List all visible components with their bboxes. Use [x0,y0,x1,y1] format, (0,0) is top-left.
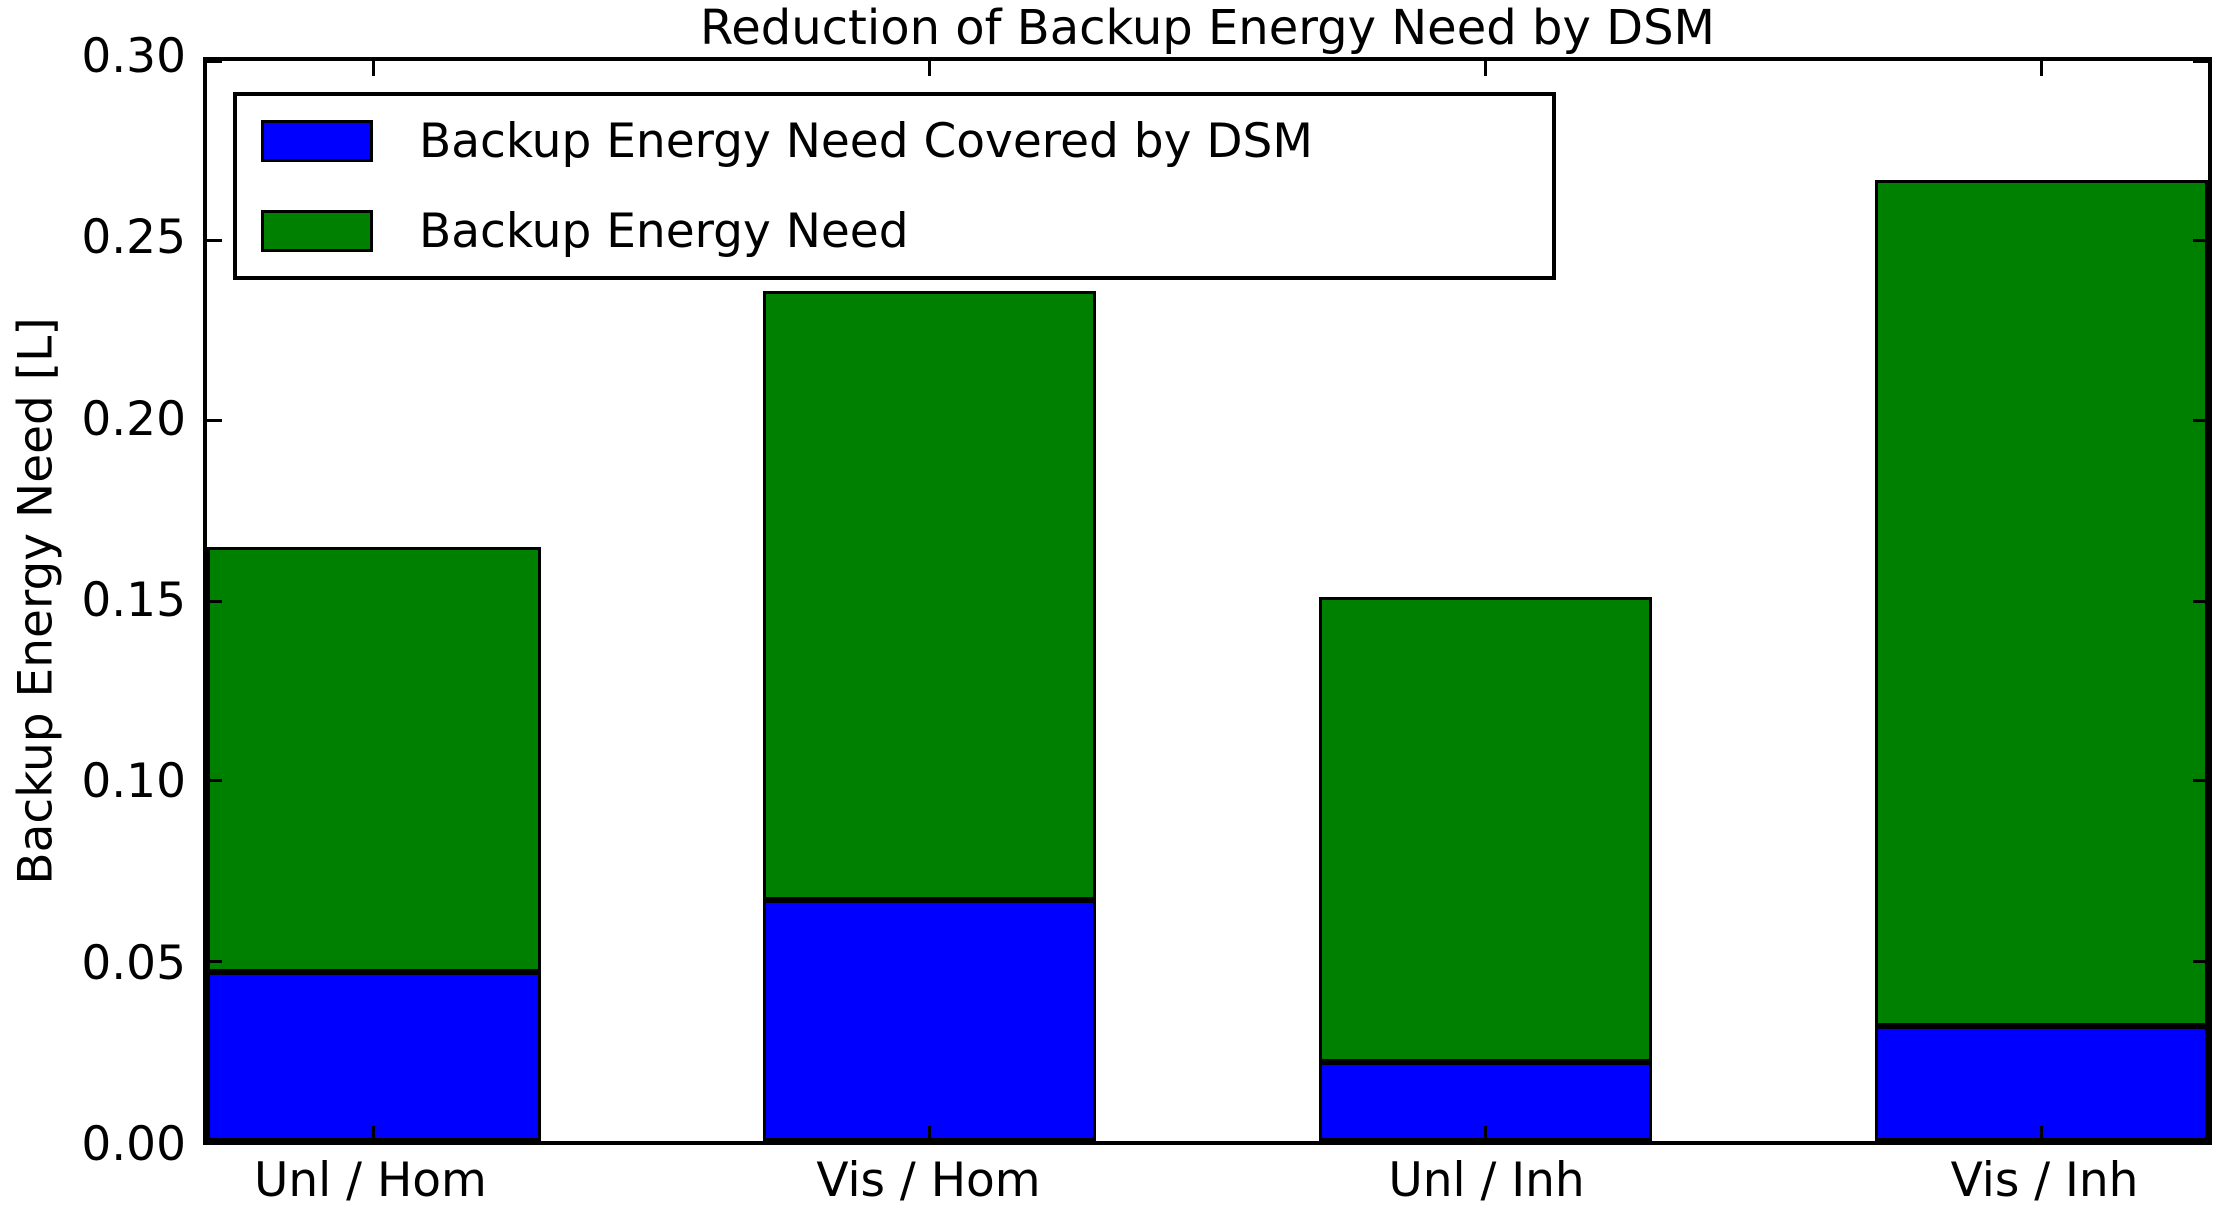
legend-swatch-green [261,210,373,252]
ytick-right [2193,59,2208,63]
bar-unl-hom-backup-energy-need-covered-by-dsm [207,971,541,1141]
ytick-left [207,1139,222,1143]
xtick-top [2039,61,2043,76]
xtick-top [928,61,932,76]
ytick-label-0.10: 0.10 [81,754,186,810]
ytick-label-0.00: 0.00 [81,1117,186,1172]
xtick-bottom [2039,1126,2043,1141]
ytick-label-0.25: 0.25 [81,210,186,266]
xtick-label-vis-hom: Vis / Hom [816,1153,1041,1208]
ytick-left [207,959,222,963]
bar-vis-inh-backup-energy-need [1874,179,2208,1026]
xtick-bottom [372,1126,376,1141]
chart-title: Reduction of Backup Energy Need by DSM [700,0,1715,56]
legend-label-need: Backup Energy Need [419,203,909,259]
ytick-right [2193,419,2208,423]
xtick-bottom [1483,1126,1487,1141]
legend-item-need: Backup Energy Need [237,204,1552,259]
ytick-right [2193,599,2208,603]
ytick-left [207,59,222,63]
ytick-right [2193,959,2208,963]
xtick-label-vis-inh: Vis / Inh [1950,1153,2139,1208]
ytick-left [207,419,222,423]
xtick-bottom [928,1126,932,1141]
legend-swatch-blue [261,120,373,162]
legend-label-dsm-covered: Backup Energy Need Covered by DSM [419,113,1313,169]
legend: Backup Energy Need Covered by DSM Backup… [233,92,1556,280]
ytick-right [2193,239,2208,243]
ytick-label-0.20: 0.20 [81,391,186,447]
ytick-left [207,599,222,603]
xtick-label-unl-inh: Unl / Inh [1388,1153,1585,1208]
xtick-top [1483,61,1487,76]
bar-vis-hom-backup-energy-need-covered-by-dsm [762,899,1097,1141]
ytick-left [207,239,222,243]
xtick-label-unl-hom: Unl / Hom [253,1153,487,1208]
bar-unl-hom-backup-energy-need [207,547,541,972]
ytick-label-0.05: 0.05 [81,935,186,991]
legend-item-dsm-covered: Backup Energy Need Covered by DSM [237,114,1552,169]
bar-vis-inh-backup-energy-need-covered-by-dsm [1874,1025,2208,1141]
ytick-left [207,779,222,783]
ytick-right [2193,779,2208,783]
bar-vis-hom-backup-energy-need [762,291,1097,900]
ytick-label-0.30: 0.30 [81,29,186,84]
ytick-right [2193,1139,2208,1143]
plot-area: Backup Energy Need Covered by DSM Backup… [203,57,2212,1145]
xtick-top [372,61,376,76]
bar-unl-inh-backup-energy-need [1318,597,1653,1062]
ytick-label-0.15: 0.15 [81,573,186,628]
